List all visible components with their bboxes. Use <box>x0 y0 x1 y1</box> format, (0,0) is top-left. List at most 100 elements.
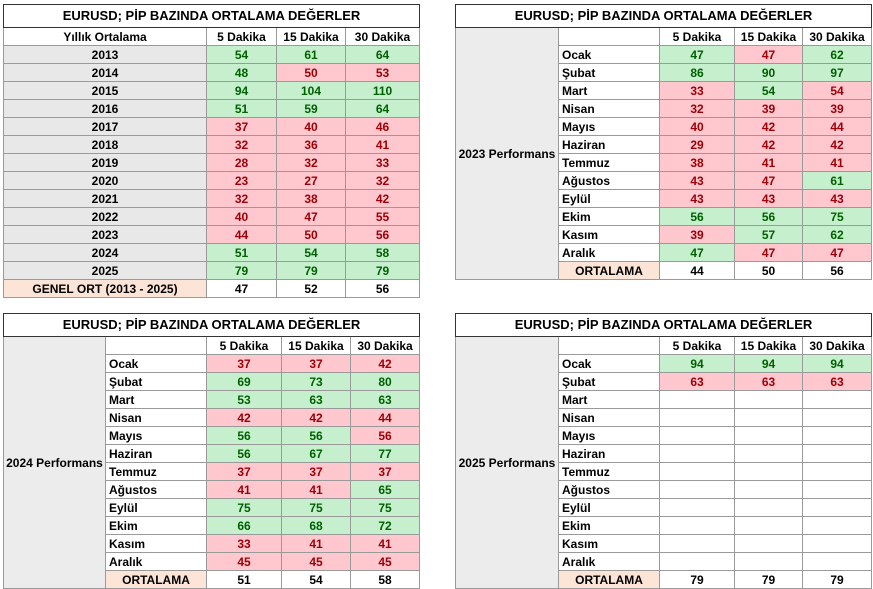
year-label: 2019 <box>3 153 207 172</box>
footer-value: 47 <box>206 279 277 298</box>
value-cell: 33 <box>345 153 420 172</box>
column-header: 30 Dakika <box>345 27 420 46</box>
value-cell: 38 <box>276 189 346 208</box>
month-label: Aralık <box>105 552 207 571</box>
value-cell: 53 <box>206 390 282 409</box>
value-cell <box>801 408 873 427</box>
year-label: 2020 <box>3 171 207 190</box>
value-cell <box>734 444 803 463</box>
month-label: Kasım <box>105 534 207 553</box>
value-cell: 33 <box>206 534 282 553</box>
table-row: Eylül 43 43 43 <box>456 189 873 208</box>
month-label: Şubat <box>105 372 207 391</box>
value-cell <box>801 462 873 481</box>
month-label: Mayıs <box>558 426 660 445</box>
month-label: Ocak <box>105 354 207 373</box>
table-row: Şubat 69 73 80 <box>4 372 421 391</box>
month-label: Ağustos <box>558 171 660 190</box>
year-label: 2014 <box>3 63 207 82</box>
value-cell: 54 <box>734 81 803 100</box>
value-cell <box>659 408 735 427</box>
value-cell: 56 <box>281 426 351 445</box>
table-row: Ocak 47 47 62 <box>456 45 873 64</box>
footer-value: 79 <box>659 570 735 589</box>
value-cell: 32 <box>276 153 346 172</box>
value-cell: 51 <box>206 99 277 118</box>
value-cell: 48 <box>206 63 277 82</box>
column-header: 5 Dakika <box>659 27 735 46</box>
table-row: 2015 94 104 110 <box>3 81 420 100</box>
value-cell: 72 <box>349 516 421 535</box>
value-cell <box>659 462 735 481</box>
value-cell <box>734 390 803 409</box>
value-cell: 32 <box>206 189 277 208</box>
value-cell: 43 <box>734 189 803 208</box>
value-cell <box>659 426 735 445</box>
table-row: Ekim <box>456 516 873 535</box>
table-row: 2024 51 54 58 <box>3 243 420 262</box>
column-header: 15 Dakika <box>276 27 346 46</box>
value-cell <box>801 552 873 571</box>
table-row: Ocak 37 37 42 <box>4 354 421 373</box>
value-cell: 27 <box>276 171 346 190</box>
value-cell <box>801 426 873 445</box>
month-label: Mart <box>558 81 660 100</box>
table-row: Ekim 56 56 75 <box>456 207 873 226</box>
value-cell: 54 <box>801 81 873 100</box>
footer-label: ORTALAMA <box>558 570 660 589</box>
footer-row: ORTALAMA 44 50 56 <box>456 261 873 280</box>
column-header: 30 Dakika <box>801 336 873 355</box>
value-cell: 54 <box>206 45 277 64</box>
month-label: Mayıs <box>105 426 207 445</box>
month-label: Nisan <box>558 99 660 118</box>
value-cell: 37 <box>206 462 282 481</box>
month-label: Ağustos <box>558 480 660 499</box>
value-cell: 64 <box>345 45 420 64</box>
table-row: 2022 40 47 55 <box>3 207 420 226</box>
table-row: Aralık 45 45 45 <box>4 552 421 571</box>
value-cell: 50 <box>276 225 346 244</box>
value-cell: 61 <box>801 171 873 190</box>
table-row: Temmuz 37 37 37 <box>4 462 421 481</box>
month-label: Ekim <box>558 516 660 535</box>
value-cell: 104 <box>276 81 346 100</box>
value-cell: 47 <box>276 207 346 226</box>
table-row: Mart <box>456 390 873 409</box>
month-label: Şubat <box>558 372 660 391</box>
value-cell: 73 <box>281 372 351 391</box>
value-cell: 94 <box>801 354 873 373</box>
value-cell: 97 <box>801 63 873 82</box>
month-label: Haziran <box>558 444 660 463</box>
value-cell: 42 <box>734 117 803 136</box>
value-cell: 94 <box>659 354 735 373</box>
month-label: Eylül <box>105 498 207 517</box>
value-cell: 41 <box>801 153 873 172</box>
footer-label: ORTALAMA <box>558 261 660 280</box>
table-row: Temmuz <box>456 462 873 481</box>
value-cell <box>734 534 803 553</box>
value-cell: 79 <box>345 261 420 280</box>
value-cell: 41 <box>734 153 803 172</box>
footer-value: 56 <box>801 261 873 280</box>
footer-value: 51 <box>206 570 282 589</box>
value-cell: 43 <box>659 189 735 208</box>
month-label: Eylül <box>558 189 660 208</box>
value-cell: 45 <box>281 552 351 571</box>
month-label: Ekim <box>558 207 660 226</box>
value-cell <box>659 552 735 571</box>
column-header-empty <box>558 27 660 46</box>
table-row: 2017 37 40 46 <box>3 117 420 136</box>
table-row: 2020 23 27 32 <box>3 171 420 190</box>
month-label: Kasım <box>558 225 660 244</box>
value-cell: 44 <box>206 225 277 244</box>
year-label: 2017 <box>3 117 207 136</box>
table-row: Ağustos 43 47 61 <box>456 171 873 190</box>
value-cell: 64 <box>345 99 420 118</box>
value-cell: 47 <box>734 45 803 64</box>
column-header: 15 Dakika <box>734 27 803 46</box>
year-label: 2022 <box>3 207 207 226</box>
value-cell: 28 <box>206 153 277 172</box>
month-label: Aralık <box>558 243 660 262</box>
value-cell: 32 <box>659 99 735 118</box>
month-label: Şubat <box>558 63 660 82</box>
